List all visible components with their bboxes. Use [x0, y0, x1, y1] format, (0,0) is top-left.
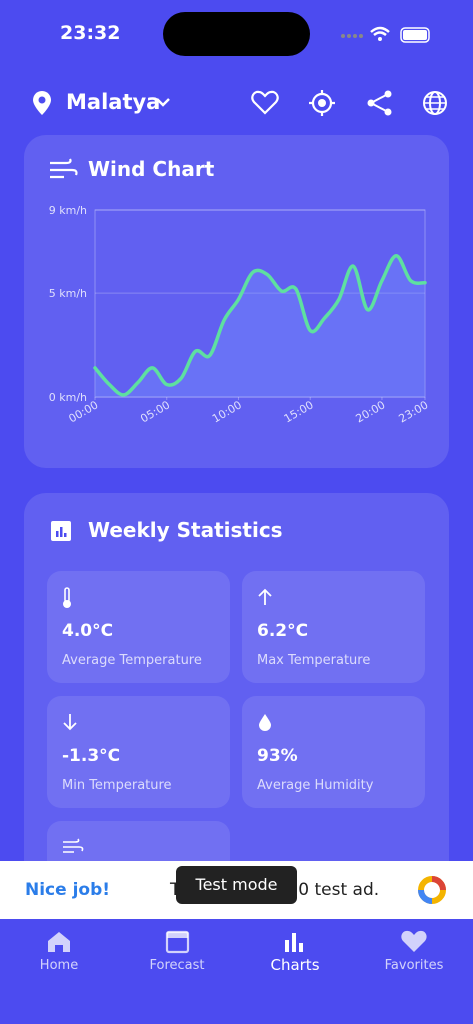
- line: [93, 253, 427, 397]
- stat-label: Max Temperature: [257, 653, 371, 668]
- stat-value: -1.3°C: [62, 746, 121, 766]
- stat-value: 4.0°C: [62, 621, 114, 641]
- y-tick-label: 9 km/h: [49, 204, 87, 217]
- location-name[interactable]: Malatya: [66, 90, 161, 114]
- dynamic-island: [163, 12, 310, 56]
- nav-item[interactable]: Favorites: [384, 958, 444, 973]
- wind-chart: Wind Chart 0 km/h5 km/h9 km/h00:00 05:00 1…: [49, 157, 431, 425]
- status-icons: [341, 26, 430, 43]
- stat-card: 6.2°C Max Temperature: [242, 571, 425, 683]
- wind-icon: [50, 158, 78, 179]
- clock: 23:32: [60, 22, 121, 44]
- location-icon[interactable]: [32, 90, 52, 116]
- stat-value: 6.2°C: [257, 621, 309, 641]
- y-tick-label: 5 km/h: [49, 287, 87, 300]
- bottom-nav: [0, 919, 473, 1024]
- nav-icons: [48, 930, 427, 954]
- stat-card: 93% Average Humidity: [242, 696, 425, 808]
- stat-label: Min Temperature: [62, 778, 172, 793]
- plot-border: [94, 209, 426, 398]
- weekly-stats-card: [24, 493, 449, 893]
- x-tick-label: 23:00: [397, 398, 431, 425]
- nav-item[interactable]: Forecast: [149, 958, 205, 973]
- x-tick-label: 10:00: [210, 398, 244, 425]
- x-tick-label: 05:00: [138, 398, 172, 425]
- toast: Test mode: [176, 866, 297, 904]
- chart-title: Wind Chart: [88, 157, 215, 181]
- y-tick-label: 0 km/h: [49, 391, 87, 404]
- stat-card: -1.3°C Min Temperature: [47, 696, 230, 808]
- stat-card: 4.0°C Average Temperature: [47, 571, 230, 683]
- dropdown-icon[interactable]: [155, 96, 171, 108]
- x-tick-label: 20:00: [354, 398, 388, 425]
- stat-value: 93%: [257, 746, 298, 766]
- ad-logo: [418, 876, 446, 904]
- stats-icon: [51, 521, 71, 541]
- ad-headline[interactable]: Nice job!: [25, 880, 111, 900]
- header-actions[interactable]: [250, 88, 450, 118]
- x-tick-label: 15:00: [282, 398, 316, 425]
- nav-item[interactable]: Home: [39, 958, 79, 973]
- stat-label: Average Temperature: [62, 653, 202, 668]
- stat-label: Average Humidity: [257, 778, 374, 793]
- nav-item[interactable]: Charts: [270, 956, 320, 974]
- stats-title: Weekly Statistics: [88, 518, 283, 542]
